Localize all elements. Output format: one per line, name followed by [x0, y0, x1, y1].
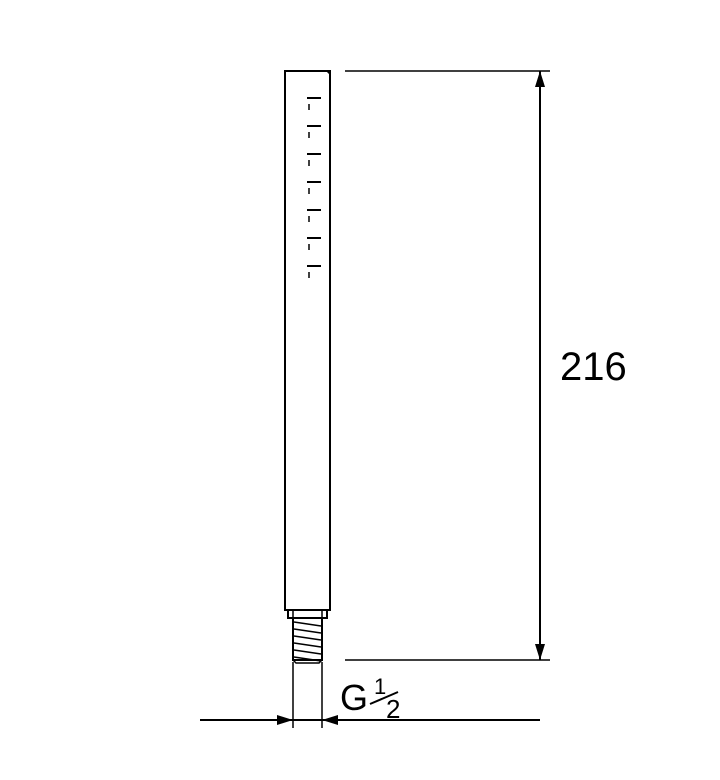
thread-label-g: G: [340, 677, 368, 718]
dimension-height-value: 216: [560, 345, 627, 389]
thread-label-numerator: 1: [374, 674, 386, 699]
thread-label-denominator: 2: [386, 694, 400, 724]
